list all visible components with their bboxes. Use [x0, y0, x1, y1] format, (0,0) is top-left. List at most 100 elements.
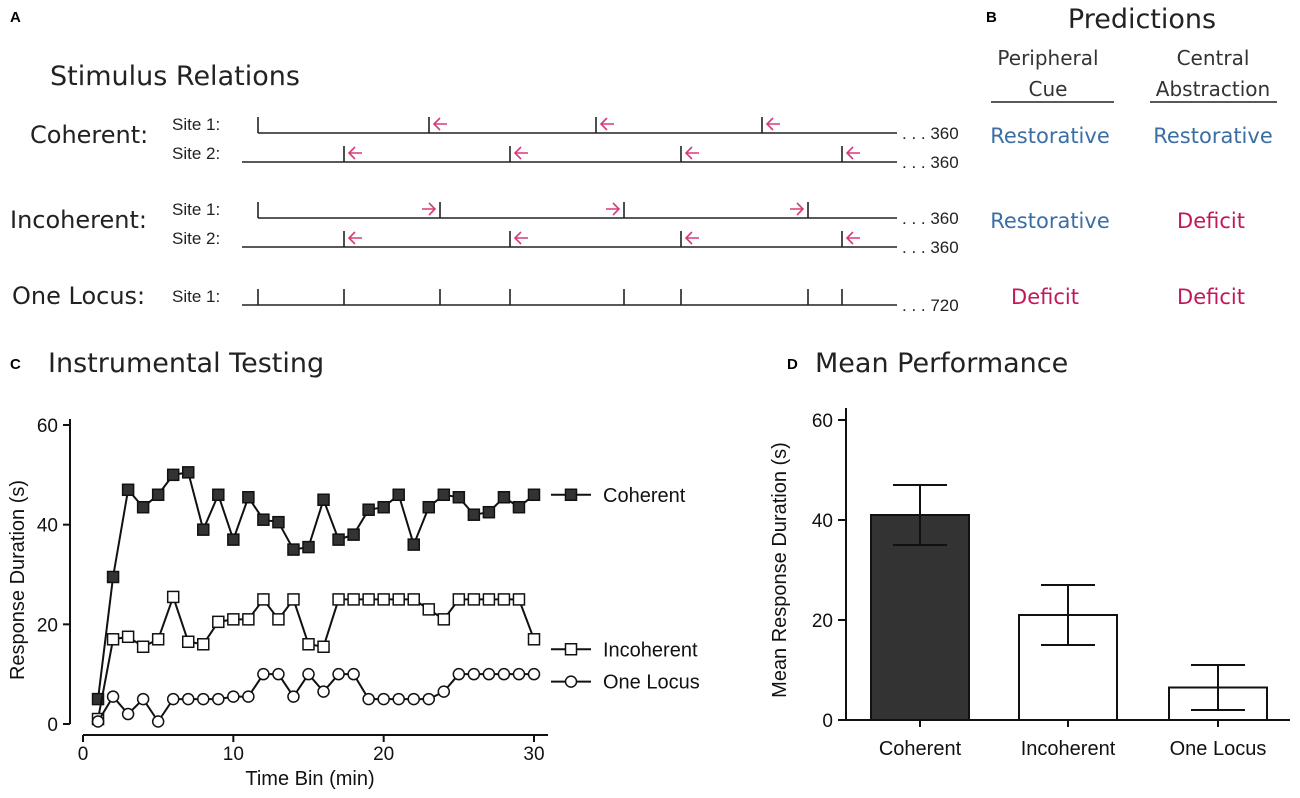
data-point [377, 692, 390, 706]
row-label-one-locus: One Locus: [12, 282, 145, 310]
data-point [121, 483, 135, 497]
data-point [452, 667, 466, 681]
data-point [227, 613, 240, 626]
data-point [317, 685, 330, 698]
x-tick-label: 0 [78, 744, 89, 765]
pred-coherent-peripheral: Restorative [990, 124, 1110, 148]
arrow-left-icon [599, 117, 614, 131]
arrow-right-icon [606, 202, 621, 216]
data-point [257, 667, 270, 681]
panel-c-plot: Coherent Incoherent One Locus [91, 466, 700, 728]
data-point [362, 593, 375, 606]
pred-incoherent-central: Deficit [1177, 209, 1245, 233]
pred-incoherent-peripheral: Restorative [990, 209, 1110, 233]
data-point [151, 633, 165, 646]
data-point [197, 638, 210, 651]
data-point [91, 692, 105, 706]
data-point [452, 593, 466, 606]
panel-c-title: Instrumental Testing [48, 348, 324, 379]
data-point [422, 500, 436, 514]
data-point [392, 593, 405, 606]
data-point [136, 640, 150, 654]
coherent-site1-end: . . . 360 [902, 124, 959, 143]
col-central-line1: Central [1177, 46, 1250, 70]
legend-marker [564, 675, 578, 688]
y-tick-label: 60 [37, 416, 58, 437]
x-tick-label: One Locus [1170, 738, 1267, 760]
data-point [527, 633, 541, 646]
pred-one-locus-central: Deficit [1177, 285, 1245, 309]
data-point [452, 491, 466, 504]
data-point [287, 543, 300, 556]
x-tick-label: 30 [523, 744, 544, 765]
x-tick-label: 10 [223, 744, 244, 765]
series-line [97, 471, 535, 700]
y-tick-label: 40 [812, 511, 833, 532]
data-point [212, 615, 225, 629]
data-point [437, 613, 451, 626]
one-locus-site1-label: Site 1: [172, 287, 220, 306]
data-point [437, 488, 451, 502]
coherent-site2-label: Site 2: [172, 144, 220, 163]
data-point [392, 488, 405, 502]
incoherent-site1-end: . . . 360 [902, 209, 959, 228]
data-point [227, 533, 240, 546]
arrow-left-icon [513, 146, 528, 160]
data-point [497, 593, 511, 606]
col-peripheral-line2: Cue [1029, 77, 1068, 101]
coherent-site1-label: Site 1: [172, 115, 220, 134]
panel-d: Mean Performance 0 20 40 60 Coherent Incohere… [769, 348, 1290, 760]
row-label-coherent: Coherent: [30, 121, 148, 149]
data-point [166, 692, 180, 706]
panel-d-axes: 0 20 40 60 Coherent Incoherent One Locus [812, 408, 1290, 760]
y-tick-label: 60 [812, 411, 833, 432]
data-point [272, 667, 285, 681]
data-point [257, 513, 270, 526]
panel-c-xlabel: Time Bin (min) [245, 768, 374, 790]
data-point [422, 603, 436, 616]
y-tick-label: 20 [812, 611, 833, 632]
data-point [136, 500, 150, 514]
bar [870, 514, 970, 721]
legend-marker [564, 488, 578, 502]
arrow-right-icon [790, 202, 805, 216]
incoherent-site1-label: Site 1: [172, 200, 220, 219]
panel-c-ylabel: Response Duration (s) [7, 480, 29, 680]
y-tick-label: 40 [37, 516, 58, 537]
data-point [302, 638, 315, 651]
arrow-left-icon [765, 117, 780, 131]
data-point [287, 690, 300, 703]
incoherent-site2-end: . . . 360 [902, 238, 959, 257]
data-point [407, 692, 420, 706]
data-point [212, 692, 225, 706]
panel-c-letter: C [10, 356, 21, 373]
data-point [317, 493, 330, 506]
x-tick-label: Coherent [879, 738, 962, 760]
timeline-ticks [257, 117, 843, 305]
cue-arrows [347, 117, 860, 245]
data-point [151, 715, 165, 728]
incoherent-site2-label: Site 2: [172, 229, 220, 248]
legend-label: Coherent [603, 485, 686, 507]
data-point [136, 692, 150, 706]
data-point [181, 635, 195, 649]
data-point [437, 685, 451, 698]
panel-b-title: Predictions [1068, 4, 1216, 35]
data-point [482, 593, 496, 606]
one-locus-site1-end: . . . 720 [902, 296, 959, 315]
data-point [197, 523, 210, 536]
panel-a-title: Stimulus Relations [50, 61, 300, 92]
data-point [497, 667, 511, 681]
data-point [332, 593, 345, 606]
row-label-incoherent: Incoherent: [10, 206, 147, 234]
col-peripheral-line1: Peripheral [997, 46, 1098, 70]
data-point [151, 488, 165, 502]
data-point [497, 491, 511, 504]
data-point [377, 593, 390, 606]
data-point [272, 515, 285, 529]
data-point [332, 667, 345, 681]
data-point [121, 630, 135, 644]
data-point [527, 667, 541, 681]
series-line [97, 593, 535, 720]
data-point [347, 593, 360, 606]
